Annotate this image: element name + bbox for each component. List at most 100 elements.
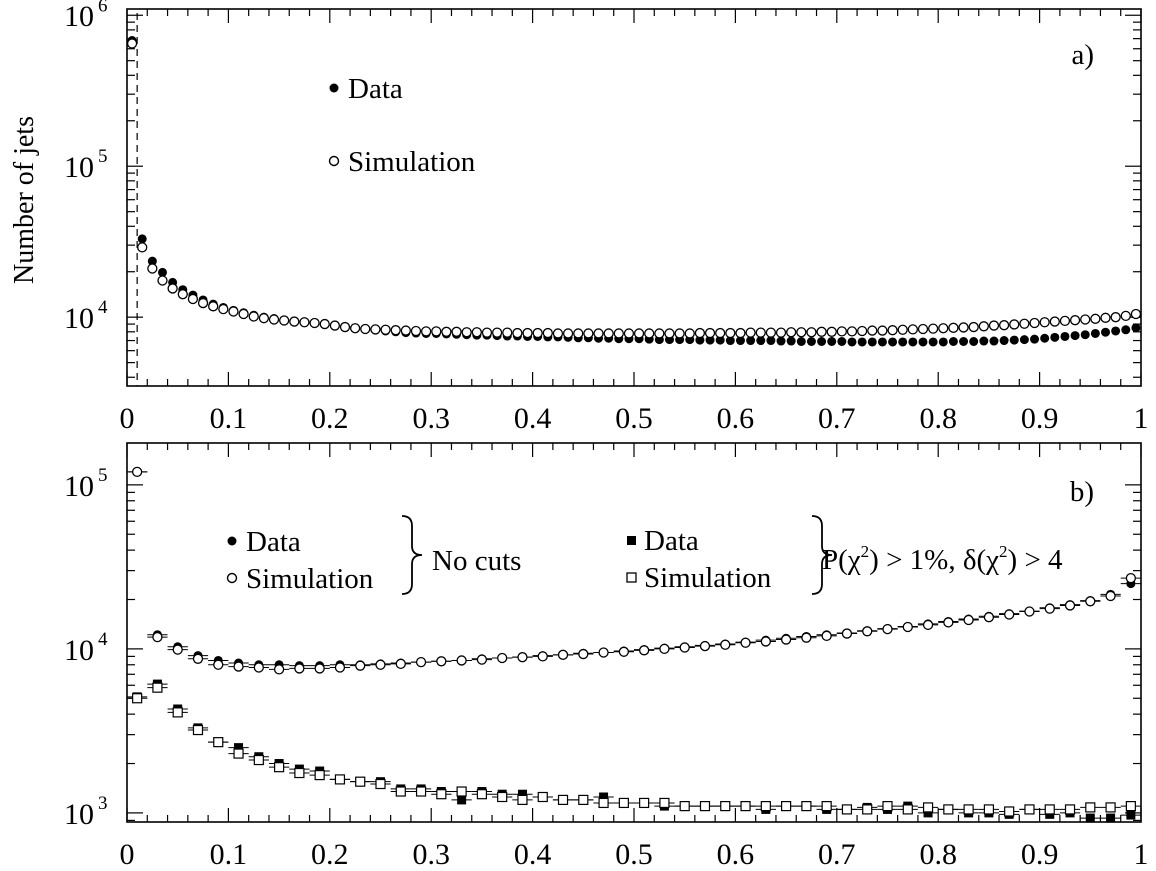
simulation-point: [603, 328, 614, 339]
data-point: [999, 336, 1009, 346]
simulation-point-cut: [436, 789, 447, 800]
simulation-point-cut: [537, 791, 548, 803]
simulation-point: [760, 636, 771, 647]
simulation-point: [471, 327, 482, 338]
simulation-point: [349, 323, 361, 334]
simulation-point: [410, 325, 422, 337]
simulation-point-cut: [1085, 802, 1096, 813]
legend-nocuts-simulation-marker: [226, 572, 238, 584]
data-point-cut: [234, 743, 244, 753]
simulation-point: [983, 612, 995, 623]
simulation-point-cut: [578, 794, 589, 806]
simulation-point: [1069, 315, 1081, 326]
simulation-point: [557, 649, 569, 660]
brace-nocuts: [401, 515, 423, 595]
simulation-point: [740, 637, 751, 648]
simulation-point: [1130, 308, 1142, 320]
legend-data-label: Data: [348, 73, 403, 105]
data-point: [147, 256, 157, 266]
x-tick-label: 0.2: [311, 838, 349, 871]
simulation-point: [720, 639, 731, 650]
simulation-point: [355, 660, 366, 671]
simulation-point: [659, 643, 670, 655]
x-tick-label: 0: [120, 402, 135, 435]
simulation-point: [907, 324, 918, 335]
simulation-point: [532, 327, 543, 339]
simulation-point-cut: [1044, 804, 1055, 815]
simulation-point-cut: [679, 801, 690, 812]
simulation-point: [725, 327, 736, 339]
simulation-point: [481, 327, 493, 338]
simulation-point: [380, 324, 391, 335]
data-point: [1080, 330, 1090, 340]
y-tick-label-exponent: 6: [98, 0, 108, 16]
data-point: [898, 337, 908, 347]
data-point: [766, 336, 776, 346]
panel-label-a: a): [1071, 39, 1094, 71]
data-point: [877, 337, 887, 347]
simulation-point: [390, 325, 401, 336]
simulation-point: [218, 304, 229, 315]
simulation-point: [1120, 310, 1131, 322]
x-tick-label: 1: [1134, 838, 1149, 871]
simulation-point: [167, 283, 178, 294]
simulation-point-cut: [517, 794, 528, 806]
simulation-point: [456, 655, 467, 666]
data-point: [908, 337, 918, 347]
data-point: [1050, 332, 1060, 342]
simulation-point: [715, 327, 726, 339]
x-tick-label: 0.8: [919, 402, 957, 435]
simulation-point-cut: [415, 786, 427, 797]
simulation-point: [552, 328, 564, 339]
simulation-point: [360, 323, 371, 335]
simulation-point: [943, 617, 954, 628]
simulation-point: [497, 652, 508, 664]
x-tick-label: 0.1: [210, 402, 248, 435]
simulation-point: [684, 328, 695, 339]
y-tick-label: 10: [64, 798, 94, 831]
y-axis-label: Number of jets: [9, 116, 40, 284]
simulation-point: [126, 38, 138, 49]
simulation-point-cut: [213, 737, 224, 748]
simulation-point: [400, 325, 412, 336]
legend-nocuts-data-marker: [227, 536, 237, 546]
simulation-point: [841, 628, 853, 639]
simulation-point: [801, 632, 812, 643]
simulation-point: [867, 325, 878, 336]
simulation-point-cut: [760, 801, 771, 812]
simulation-point: [679, 642, 690, 653]
data-point-cut: [1126, 810, 1136, 820]
simulation-point-cut: [152, 682, 163, 693]
simulation-point: [573, 328, 584, 339]
x-tick-label: 0: [120, 838, 135, 871]
simulation-point: [978, 321, 989, 332]
simulation-point: [1059, 315, 1071, 327]
data-point: [989, 336, 999, 346]
simulation-point: [131, 466, 143, 478]
simulation-point: [228, 306, 239, 317]
legend-cuts-data-label: Data: [644, 525, 699, 557]
data-point: [806, 336, 816, 346]
simulation-point: [294, 663, 305, 674]
legend-a: Data Simulation: [328, 73, 476, 178]
simulation-point: [938, 323, 949, 334]
simulation-point: [644, 328, 655, 339]
data-point-cut: [517, 789, 527, 799]
data-point: [918, 337, 928, 347]
simulation-point: [1100, 312, 1111, 323]
simulation-point-cut: [862, 804, 873, 815]
simulation-point: [654, 328, 665, 339]
simulation-point: [826, 326, 837, 337]
y-tick-label-exponent: 3: [98, 793, 108, 814]
brace-cuts: [811, 515, 833, 595]
simulation-point-cut: [780, 801, 792, 812]
simulation-point: [816, 326, 827, 337]
simulation-point: [704, 327, 716, 339]
simulation-point: [578, 648, 589, 660]
simulation-point: [1039, 317, 1050, 328]
simulation-point-cut: [801, 801, 812, 812]
simulation-point: [780, 634, 792, 645]
data-point: [776, 336, 786, 346]
x-tick-label: 0.2: [311, 402, 349, 435]
